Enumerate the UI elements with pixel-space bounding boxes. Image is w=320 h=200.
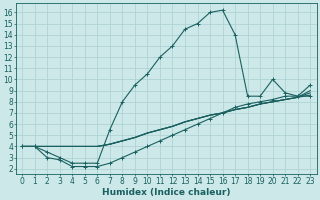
- X-axis label: Humidex (Indice chaleur): Humidex (Indice chaleur): [102, 188, 230, 197]
